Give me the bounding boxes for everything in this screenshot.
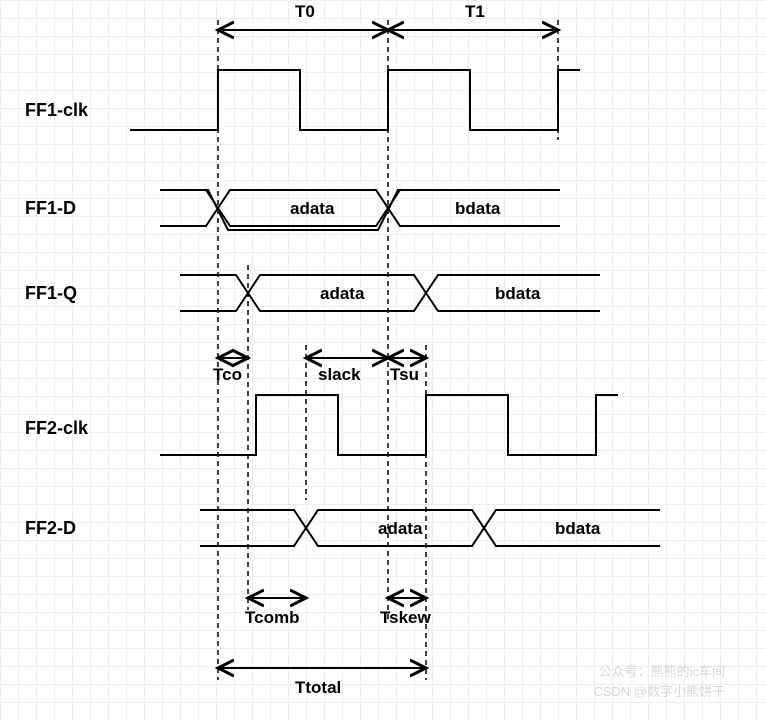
label-ff1-clk: FF1-clk — [25, 100, 88, 121]
ff1d-bdata: bdata — [455, 199, 500, 219]
label-tco: Tco — [213, 365, 242, 385]
label-t0: T0 — [295, 2, 315, 22]
label-slack: slack — [318, 365, 361, 385]
label-tcomb: Tcomb — [245, 608, 299, 628]
watermark1: 公众号：熊熊的ic车间 — [599, 661, 725, 680]
watermark2: CSDN @数字小熊饼干 — [593, 681, 725, 700]
ff2d-adata: adata — [378, 519, 422, 539]
label-ff2-clk: FF2-clk — [25, 418, 88, 439]
label-t1: T1 — [465, 2, 485, 22]
label-ttotal: Ttotal — [295, 678, 341, 698]
label-ff1-d: FF1-D — [25, 198, 76, 219]
label-tskew: Tskew — [380, 608, 431, 628]
label-tsu: Tsu — [390, 365, 419, 385]
label-ff2-d: FF2-D — [25, 518, 76, 539]
ff1d-adata: adata — [290, 199, 334, 219]
ff1q-adata: adata — [320, 284, 364, 304]
ff1q-bdata: bdata — [495, 284, 540, 304]
ff2d-bdata: bdata — [555, 519, 600, 539]
label-ff1-q: FF1-Q — [25, 283, 77, 304]
